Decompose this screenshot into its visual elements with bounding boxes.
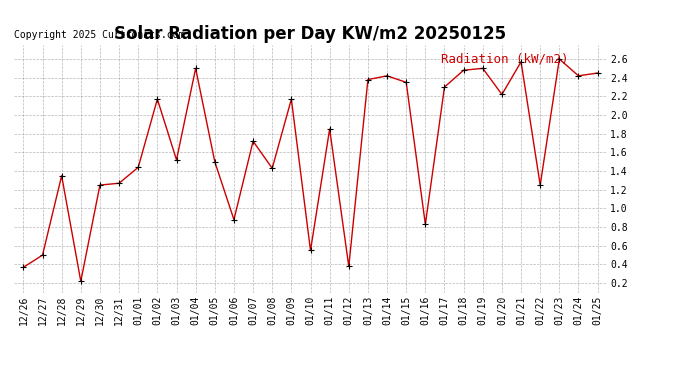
Title: Solar Radiation per Day KW/m2 20250125: Solar Radiation per Day KW/m2 20250125 [115, 26, 506, 44]
Text: Copyright 2025 Curtronics.com: Copyright 2025 Curtronics.com [14, 30, 184, 40]
Text: Radiation (kW/m2): Radiation (kW/m2) [441, 53, 569, 65]
